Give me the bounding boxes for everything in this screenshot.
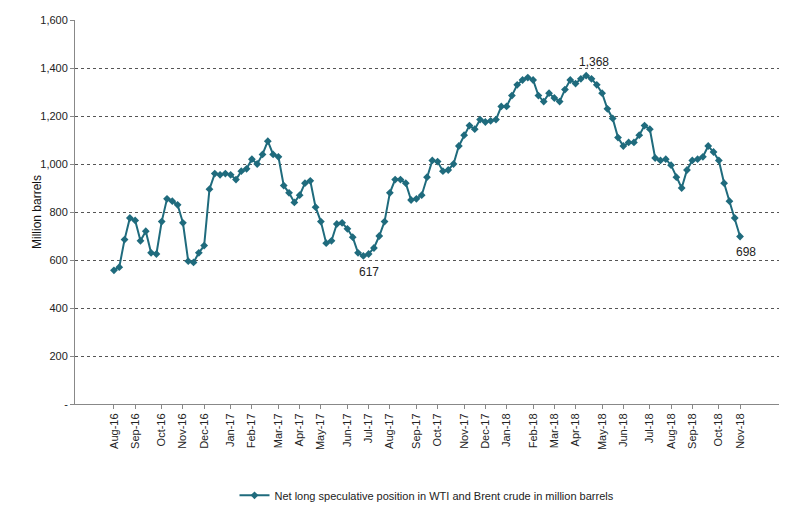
svg-text:Aug-18: Aug-18 <box>665 413 677 448</box>
svg-text:1,400: 1,400 <box>40 62 68 74</box>
svg-text:Sep-17: Sep-17 <box>410 413 422 448</box>
svg-text:Jan-17: Jan-17 <box>224 413 236 447</box>
svg-text:Nov-17: Nov-17 <box>458 413 470 448</box>
svg-text:Dec-16: Dec-16 <box>198 413 210 448</box>
svg-text:May-17: May-17 <box>314 413 326 450</box>
svg-text:Jul-18: Jul-18 <box>643 413 655 443</box>
svg-text:Sep-16: Sep-16 <box>129 413 141 448</box>
svg-text:698: 698 <box>736 245 756 259</box>
svg-text:Aug-17: Aug-17 <box>383 413 395 448</box>
svg-text:200: 200 <box>49 350 67 362</box>
svg-text:Million barrels: Million barrels <box>30 175 44 249</box>
svg-text:Apr-17: Apr-17 <box>293 413 305 446</box>
svg-text:Nov-16: Nov-16 <box>177 413 189 448</box>
svg-text:Sep-18: Sep-18 <box>686 413 698 448</box>
svg-text:617: 617 <box>359 265 379 279</box>
svg-text:1,600: 1,600 <box>40 14 68 26</box>
svg-text:Jun-17: Jun-17 <box>341 413 353 447</box>
svg-text:1,368: 1,368 <box>579 55 609 69</box>
svg-text:Oct-17: Oct-17 <box>431 413 443 446</box>
svg-text:400: 400 <box>49 302 67 314</box>
svg-text:800: 800 <box>49 206 67 218</box>
svg-text:Net long speculative position: Net long speculative position in WTI and… <box>275 490 614 502</box>
svg-text:May-18: May-18 <box>596 413 608 450</box>
svg-text:Oct-18: Oct-18 <box>712 413 724 446</box>
svg-text:600: 600 <box>49 254 67 266</box>
svg-text:Jan-18: Jan-18 <box>500 413 512 447</box>
svg-text:Apr-18: Apr-18 <box>569 413 581 446</box>
svg-text:Feb-18: Feb-18 <box>527 413 539 448</box>
svg-text:Jun-18: Jun-18 <box>617 413 629 447</box>
svg-text:1,200: 1,200 <box>40 110 68 122</box>
svg-text:Mar-18: Mar-18 <box>548 413 560 448</box>
svg-text:Oct-16: Oct-16 <box>155 413 167 446</box>
svg-text:Mar-17: Mar-17 <box>272 413 284 448</box>
svg-text:1,000: 1,000 <box>40 158 68 170</box>
svg-text:Feb-17: Feb-17 <box>245 413 257 448</box>
svg-text:Nov-18: Nov-18 <box>734 413 746 448</box>
svg-text:Dec-17: Dec-17 <box>479 413 491 448</box>
svg-text:Jul-17: Jul-17 <box>362 413 374 443</box>
svg-text:-: - <box>64 398 68 410</box>
svg-text:Aug-16: Aug-16 <box>108 413 120 448</box>
